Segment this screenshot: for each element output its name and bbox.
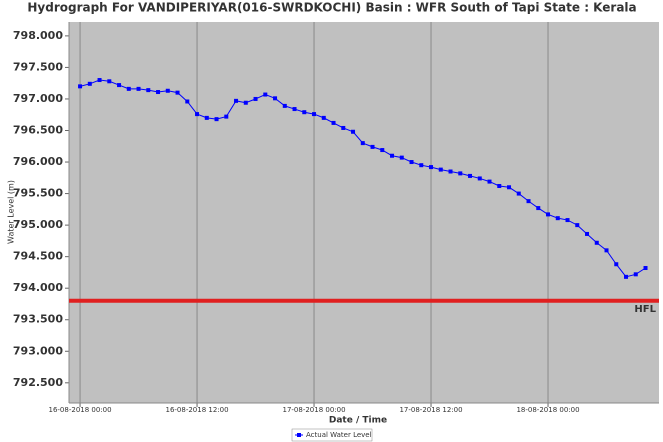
data-point — [204, 115, 209, 120]
data-point — [633, 272, 638, 277]
data-point — [487, 179, 492, 184]
y-tick-label: 796.500 — [13, 123, 63, 136]
y-tick-label: 795.000 — [13, 218, 63, 231]
data-point — [575, 223, 580, 228]
data-point — [253, 96, 258, 101]
data-point — [458, 171, 463, 176]
data-point — [234, 98, 239, 103]
legend-marker — [297, 433, 301, 437]
y-axis-label: Water Level (m) — [7, 180, 16, 244]
y-tick-label: 793.000 — [13, 344, 63, 357]
data-point — [468, 173, 473, 178]
data-point — [419, 163, 424, 168]
data-point — [497, 184, 502, 189]
x-tick-label: 16-08-2018 00:00 — [49, 406, 112, 414]
y-tick-label: 793.500 — [13, 313, 63, 326]
data-point — [321, 115, 326, 120]
hfl-label: HFL — [634, 304, 656, 315]
data-point — [136, 86, 141, 91]
data-point — [448, 169, 453, 174]
data-point — [360, 141, 365, 146]
data-point — [594, 240, 599, 245]
data-point — [555, 216, 560, 221]
x-tick-label: 16-08-2018 12:00 — [165, 406, 228, 414]
x-tick-label: 18-08-2018 00:00 — [516, 406, 579, 414]
data-point — [390, 153, 395, 158]
data-point — [585, 231, 590, 236]
y-tick-label: 796.000 — [13, 155, 63, 168]
data-point — [78, 84, 83, 89]
data-point — [370, 144, 375, 149]
data-point — [624, 274, 629, 279]
legend-label: Actual Water Level — [306, 431, 372, 439]
data-point — [175, 90, 180, 95]
data-point — [243, 100, 248, 105]
x-tick-label: 17-08-2018 00:00 — [282, 406, 345, 414]
data-point — [97, 78, 102, 83]
y-tick-label: 794.500 — [13, 250, 63, 263]
data-point — [214, 117, 219, 122]
data-point — [263, 92, 268, 97]
data-point — [516, 191, 521, 196]
data-point — [565, 218, 570, 223]
plot-area — [69, 22, 659, 403]
data-point — [126, 86, 131, 91]
data-point — [146, 88, 151, 93]
y-tick-label: 797.000 — [13, 92, 63, 105]
data-point — [156, 90, 161, 95]
data-point — [331, 120, 336, 125]
data-point — [185, 99, 190, 104]
data-point — [536, 206, 541, 211]
data-point — [273, 96, 278, 101]
x-axis-label: Date / Time — [329, 416, 387, 426]
data-point — [643, 266, 648, 271]
legend-box — [291, 428, 373, 442]
data-point — [507, 185, 512, 190]
chart-title: Hydrograph For VANDIPERIYAR(016-SWRDKOCH… — [27, 1, 636, 15]
data-point — [546, 212, 551, 217]
data-point — [282, 103, 287, 108]
y-tick-label: 795.500 — [13, 187, 63, 200]
data-point — [195, 112, 200, 117]
y-tick-label: 792.500 — [13, 376, 63, 389]
data-point — [302, 110, 307, 115]
data-point — [117, 83, 122, 88]
data-point — [614, 262, 619, 267]
y-tick-label: 794.000 — [13, 281, 63, 294]
data-point — [312, 112, 317, 117]
data-point — [399, 155, 404, 160]
y-tick-label: 797.500 — [13, 60, 63, 73]
data-point — [351, 129, 356, 134]
data-point — [526, 199, 531, 204]
data-point — [292, 107, 297, 112]
data-point — [107, 79, 112, 84]
data-point — [409, 160, 414, 165]
y-tick-label: 798.000 — [13, 29, 63, 42]
data-point — [380, 148, 385, 153]
data-point — [429, 165, 434, 170]
data-point — [165, 88, 170, 93]
data-point — [438, 167, 443, 172]
x-tick-label: 17-08-2018 12:00 — [399, 406, 462, 414]
data-point — [477, 176, 482, 181]
data-point — [87, 81, 92, 86]
data-point — [604, 248, 609, 253]
data-point — [224, 114, 229, 119]
data-point — [341, 125, 346, 130]
